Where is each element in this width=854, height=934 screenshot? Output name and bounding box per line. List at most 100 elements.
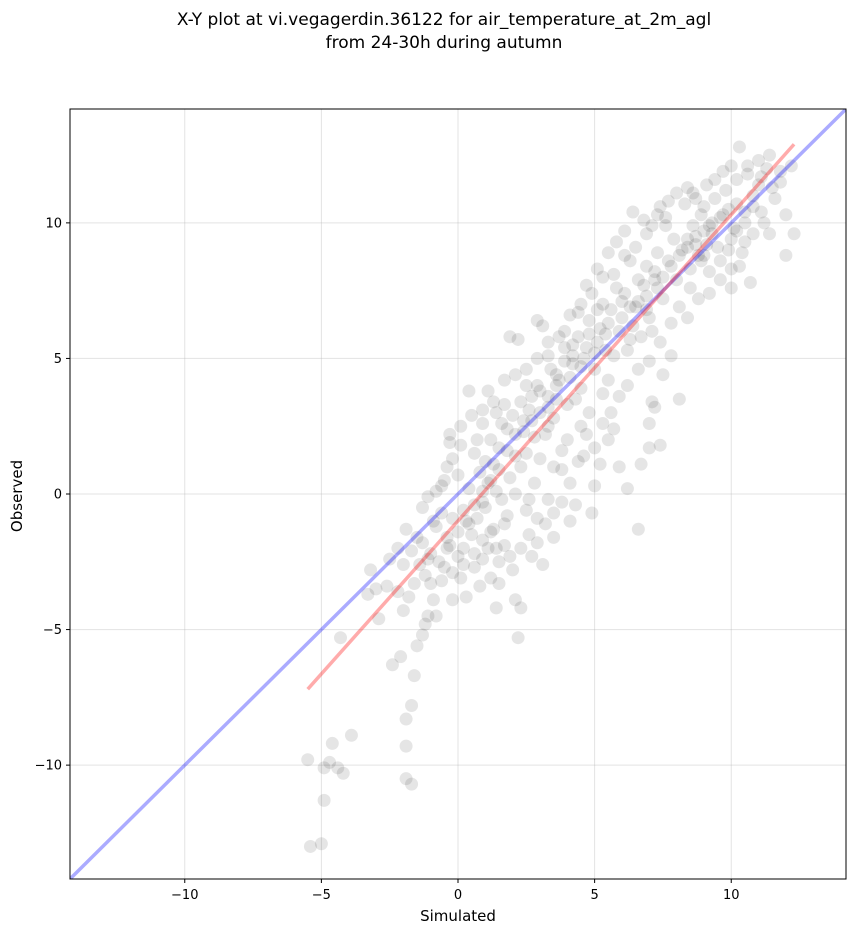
data-point <box>566 349 580 363</box>
data-point <box>593 322 607 336</box>
data-point <box>645 395 659 409</box>
data-point <box>762 227 776 241</box>
data-point <box>459 590 473 604</box>
data-point <box>664 316 678 330</box>
data-point <box>446 452 460 466</box>
data-point <box>380 579 394 593</box>
data-point <box>410 530 424 544</box>
data-point <box>500 444 514 458</box>
data-point <box>601 433 615 447</box>
data-point <box>514 541 528 555</box>
data-point <box>653 438 667 452</box>
data-point <box>640 303 654 317</box>
data-point <box>536 319 550 333</box>
data-point <box>519 362 533 376</box>
data-point <box>530 313 544 327</box>
data-point <box>713 273 727 287</box>
data-point <box>713 254 727 268</box>
data-point <box>648 265 662 279</box>
data-point <box>735 246 749 260</box>
data-point <box>476 417 490 431</box>
data-point <box>582 313 596 327</box>
data-point <box>672 392 686 406</box>
data-point <box>451 468 465 482</box>
data-point <box>601 316 615 330</box>
data-point <box>552 373 566 387</box>
data-point <box>705 227 719 241</box>
data-point <box>716 208 730 222</box>
data-point <box>344 728 358 742</box>
data-point <box>555 463 569 477</box>
data-point <box>620 343 634 357</box>
data-point <box>484 571 498 585</box>
data-point <box>528 430 542 444</box>
data-point <box>467 446 481 460</box>
data-point <box>574 381 588 395</box>
data-point <box>765 181 779 195</box>
data-point <box>648 400 662 414</box>
data-point <box>738 205 752 219</box>
x-axis-label: Simulated <box>420 907 496 925</box>
data-point <box>691 248 705 262</box>
data-points <box>301 140 801 853</box>
data-point <box>637 213 651 227</box>
data-point <box>399 739 413 753</box>
data-point <box>495 492 509 506</box>
data-point <box>694 254 708 268</box>
data-point <box>637 278 651 292</box>
data-point <box>732 140 746 154</box>
grid-lines <box>70 109 846 879</box>
data-point <box>451 525 465 539</box>
data-point <box>609 281 623 295</box>
data-point <box>372 612 386 626</box>
data-point <box>361 587 375 601</box>
data-point <box>446 593 460 607</box>
data-point <box>555 444 569 458</box>
data-point <box>730 172 744 186</box>
data-point <box>577 449 591 463</box>
y-tick-label: 5 <box>54 352 62 367</box>
data-point <box>549 379 563 393</box>
data-point <box>487 522 501 536</box>
data-point <box>629 300 643 314</box>
data-point <box>724 232 738 246</box>
data-point <box>650 208 664 222</box>
data-point <box>446 511 460 525</box>
data-point <box>640 289 654 303</box>
data-point <box>435 506 449 520</box>
data-point <box>424 576 438 590</box>
data-point <box>473 579 487 593</box>
data-point <box>634 330 648 344</box>
data-point <box>325 736 339 750</box>
data-point <box>689 191 703 205</box>
data-point <box>656 270 670 284</box>
data-point <box>563 514 577 528</box>
data-point <box>596 417 610 431</box>
data-point <box>503 471 517 485</box>
data-point <box>538 517 552 531</box>
data-point <box>440 541 454 555</box>
data-point <box>708 172 722 186</box>
y-axis-label: Observed <box>8 460 26 532</box>
data-point <box>708 191 722 205</box>
data-point <box>492 441 506 455</box>
data-point <box>552 330 566 344</box>
data-point <box>396 604 410 618</box>
data-point <box>574 360 588 374</box>
data-point <box>331 761 345 775</box>
data-point <box>618 286 632 300</box>
data-point <box>508 593 522 607</box>
data-point <box>754 170 768 184</box>
data-point <box>443 427 457 441</box>
data-point <box>383 552 397 566</box>
y-axis-ticks: −10 −5 0 5 10 <box>35 216 70 774</box>
data-point <box>659 219 673 233</box>
data-point <box>661 194 675 208</box>
data-point <box>629 240 643 254</box>
data-point <box>588 441 602 455</box>
data-point <box>413 557 427 571</box>
data-point <box>495 417 509 431</box>
data-point <box>612 324 626 338</box>
data-point <box>686 186 700 200</box>
data-point <box>459 514 473 528</box>
